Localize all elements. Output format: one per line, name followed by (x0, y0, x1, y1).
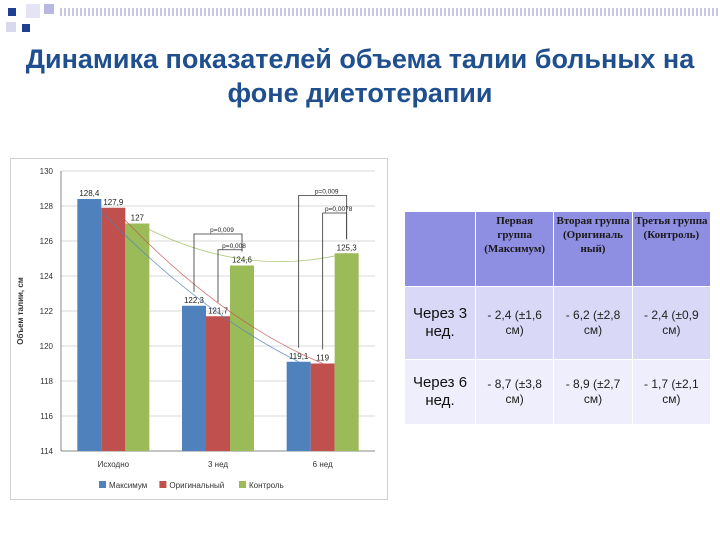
bar (101, 207, 126, 451)
data-label: 128,4 (79, 189, 100, 198)
y-tick-label: 122 (40, 307, 54, 316)
y-tick-label: 118 (40, 377, 53, 386)
page-title: Динамика показателей объема талии больны… (25, 44, 695, 108)
deco-square (6, 22, 16, 32)
data-label: 125,3 (337, 243, 358, 252)
significance-bracket (193, 233, 243, 292)
chart-svg: 114 116 118 120 122 124 126 128 130 Объем талии, … (16, 167, 375, 490)
y-tick-label: 124 (40, 272, 54, 281)
y-tick-label: 128 (40, 202, 54, 211)
p-value-label: p=0,008 (222, 243, 246, 250)
bar (230, 265, 254, 451)
y-tick-label: 130 (40, 167, 54, 176)
deco-square (26, 4, 40, 18)
stats-table: Первая группа (Максимум) Вторая группа (… (404, 211, 712, 425)
table-row: Через 6 нед. - 8,7 (±3,8 см) - 8,9 (±2,7… (404, 359, 712, 425)
y-axis-label: Объем талии, см (16, 277, 25, 345)
table-cell: - 8,9 (±2,7 см) (553, 359, 633, 425)
data-label: 127,9 (103, 198, 124, 207)
deco-square (44, 4, 54, 14)
data-label: 124,6 (232, 256, 253, 265)
significance-bracket (217, 249, 243, 303)
row-label: Через 6 нед. (404, 359, 476, 425)
y-tick-label: 120 (40, 342, 54, 351)
legend-swatch (159, 481, 167, 488)
table-cell: - 8,7 (±3,8 см) (474, 359, 555, 425)
top-pattern-band (60, 8, 720, 16)
table-cell: - 6,2 (±2,8 см) (553, 286, 633, 360)
p-value-label: p=0,0078 (325, 206, 353, 213)
legend-label: Оригинальный (169, 481, 224, 490)
bar (77, 199, 102, 451)
bar (286, 361, 311, 451)
bar (334, 253, 359, 451)
data-label: 119,1 (289, 352, 309, 361)
y-tick-label: 114 (40, 447, 53, 456)
bar (310, 363, 335, 451)
table-header-group2: Вторая группа (Оригиналь ный) (553, 211, 633, 287)
y-tick-label: 126 (40, 237, 54, 246)
table-cell: - 1,7 (±2,1 см) (631, 359, 712, 425)
corner-decoration (0, 0, 60, 40)
deco-square (22, 24, 30, 32)
legend-label: Максимум (109, 481, 147, 490)
trend-line (89, 198, 299, 363)
p-value-label: p=0,009 (210, 227, 234, 234)
table-cell: - 2,4 (±1,6 см) (474, 286, 555, 360)
waist-chart: 114 116 118 120 122 124 126 128 130 Объем талии, … (10, 158, 388, 500)
data-label: 122,3 (184, 296, 205, 305)
row-label: Через 3 нед. (404, 286, 476, 360)
x-tick-label: Исходно (98, 460, 130, 469)
legend-label: Контроль (249, 481, 284, 490)
bar (125, 223, 150, 451)
table-row: Через 3 нед. - 2,4 (±1,6 см) - 6,2 (±2,8… (404, 286, 712, 360)
x-tick-label: 3 нед (208, 460, 228, 469)
table-header-group3: Третья группа (Контроль) (631, 211, 712, 287)
table-cell: - 2,4 (±0,9 см) (631, 286, 712, 360)
x-tick-label: 6 нед (313, 460, 333, 469)
deco-square (8, 8, 16, 16)
data-label: 121,7 (208, 306, 229, 315)
data-label: 127 (131, 214, 145, 223)
significance-bracket (322, 212, 348, 350)
legend-swatch (239, 481, 246, 488)
table-header-corner (404, 211, 476, 287)
y-tick-label: 116 (40, 412, 53, 421)
legend-swatch (99, 481, 106, 488)
trend-line (137, 223, 347, 263)
bar (206, 316, 230, 451)
bar (182, 305, 206, 451)
table-header-row: Первая группа (Максимум) Вторая группа (… (404, 211, 712, 287)
data-label: 119 (316, 354, 329, 363)
trend-line (113, 207, 323, 364)
p-value-label: p=0,009 (315, 189, 339, 196)
table-header-group1: Первая группа (Максимум) (474, 211, 555, 287)
